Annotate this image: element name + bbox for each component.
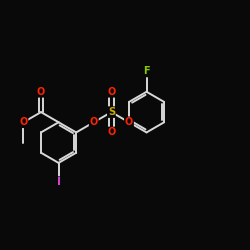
Text: O: O <box>90 117 98 127</box>
Text: O: O <box>107 128 116 138</box>
Text: O: O <box>19 117 28 127</box>
Text: I: I <box>56 177 60 187</box>
Text: F: F <box>143 66 150 76</box>
Text: S: S <box>108 107 115 117</box>
Text: O: O <box>125 117 133 127</box>
Text: O: O <box>107 87 116 97</box>
Text: O: O <box>37 87 45 97</box>
